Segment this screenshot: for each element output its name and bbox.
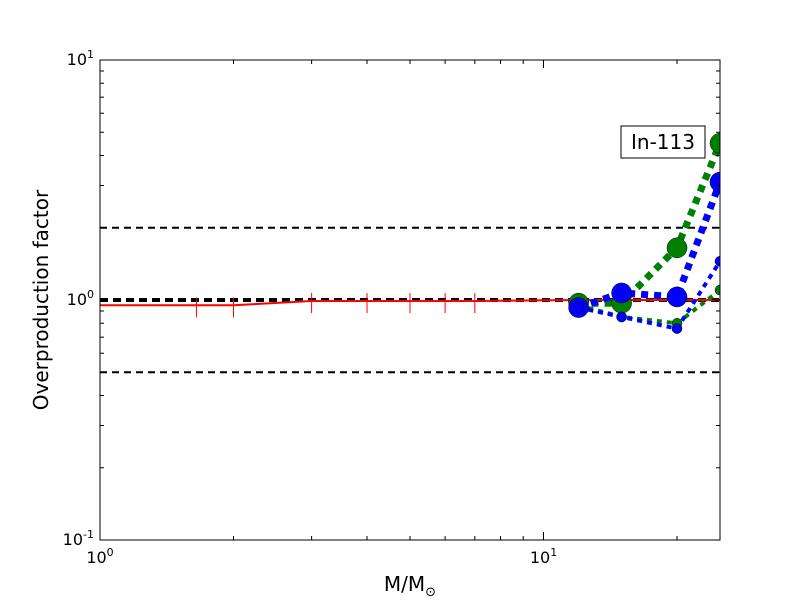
annotation-box: In-113 [620, 125, 706, 159]
series-5-point-2 [671, 323, 683, 334]
y-axis-label: Overproduction factor [29, 189, 53, 410]
x-tick-label-0: 100 [86, 546, 113, 567]
x-axis-label: M/M⊙ [384, 572, 436, 600]
annotation-label: In-113 [631, 130, 695, 154]
series-3-point-3 [714, 284, 720, 296]
series-4-point-3 [709, 171, 720, 193]
series-5-point-3 [714, 256, 720, 267]
y-tick-label-1: 100 [67, 288, 94, 309]
series-5-point-0 [573, 302, 584, 313]
annotation-frame [620, 125, 706, 159]
series-line-5 [578, 260, 720, 331]
series-4-point-2 [666, 286, 688, 308]
y-tick-label-0: 10-1 [63, 528, 94, 549]
plot-area [100, 132, 720, 374]
y-tick-label-2: 101 [67, 48, 94, 69]
series-5-point-1 [616, 311, 627, 323]
series-line-0 [100, 300, 475, 307]
series-4-point-1 [611, 282, 632, 304]
x-tick-label-1: 101 [530, 546, 557, 567]
plot-frame [99, 59, 721, 541]
series-2-point-2 [666, 237, 688, 259]
series-line-2 [578, 141, 720, 307]
series-2-point-3 [709, 132, 720, 154]
series-line-4 [577, 180, 720, 311]
minor-ticks [100, 60, 720, 540]
